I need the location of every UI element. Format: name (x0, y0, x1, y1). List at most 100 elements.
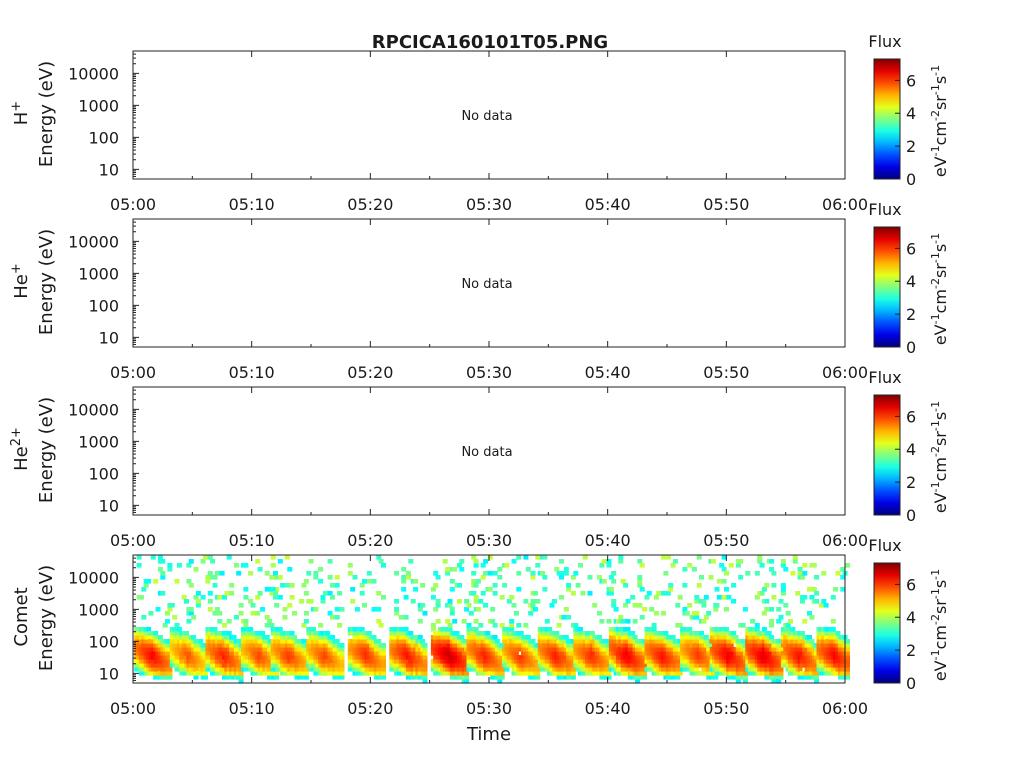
flux-cell (721, 651, 727, 656)
flux-cell (523, 623, 529, 628)
burst-8 (389, 559, 428, 684)
flux-cell (637, 579, 643, 584)
flux-cell (160, 575, 166, 580)
flux-cell (155, 667, 161, 672)
colorbar-scale (873, 226, 901, 348)
flux-cell (480, 671, 486, 676)
flux-cell (807, 635, 812, 640)
flux-cell (487, 571, 493, 576)
flux-cell (677, 623, 683, 628)
flux-cell (447, 599, 453, 604)
flux-cell (837, 675, 843, 680)
x-tick-label: 05:40 (585, 699, 631, 718)
flux-cell (188, 583, 194, 588)
flux-cell (840, 587, 846, 592)
flux-cell (618, 615, 624, 620)
flux-cell (835, 571, 841, 576)
flux-cell (233, 615, 239, 620)
y-tick-label: 1000 (78, 600, 119, 619)
flux-cell (403, 615, 409, 620)
flux-cell (642, 675, 648, 680)
flux-cell (403, 659, 409, 664)
flux-cell (587, 591, 593, 596)
flux-cell (532, 659, 538, 664)
flux-cell (797, 651, 803, 656)
flux-cell (417, 663, 423, 668)
x-tick-label: 05:20 (347, 363, 393, 382)
flux-cell (606, 559, 612, 564)
flux-cell (181, 667, 187, 672)
flux-cell (790, 571, 796, 576)
flux-cell (563, 635, 569, 640)
flux-cell (694, 663, 700, 668)
species-label: He+ (9, 263, 32, 299)
flux-cell (570, 667, 576, 672)
flux-cell (184, 631, 189, 636)
flux-cell (733, 635, 739, 640)
flux-cell (668, 587, 674, 592)
flux-cell (257, 591, 263, 596)
x-tick-label: 05:40 (585, 195, 631, 214)
burst-5 (270, 555, 309, 680)
flux-cell (422, 655, 428, 660)
flux-cell (608, 591, 614, 596)
flux-cell (713, 675, 719, 680)
flux-cell (420, 583, 426, 588)
colorbar-tick-label: 6 (906, 575, 916, 594)
flux-cell (150, 555, 156, 560)
flux-cell (136, 643, 142, 648)
flux-cell (260, 607, 265, 612)
flux-cell (724, 631, 729, 636)
no-data-label: No data (461, 277, 512, 292)
colorbar-tick-label: 0 (906, 338, 916, 357)
flux-cell (811, 563, 817, 568)
flux-cell (802, 619, 808, 624)
flux-cell (339, 663, 345, 668)
flux-cell (318, 579, 324, 584)
flux-cell (250, 603, 256, 608)
flux-cell (778, 599, 784, 604)
flux-cell (728, 643, 734, 648)
flux-cell (311, 663, 316, 668)
flux-cell (301, 623, 307, 628)
flux-cell (499, 675, 505, 680)
flux-cell (703, 635, 709, 640)
flux-cell (632, 619, 638, 624)
flux-cell (845, 667, 850, 672)
flux-cell (713, 607, 719, 612)
flux-cell (754, 595, 760, 600)
unit-symbol: eV (931, 492, 950, 513)
flux-cell (435, 619, 441, 624)
unit-exponent: -1 (929, 84, 942, 95)
flux-cell (761, 611, 767, 616)
flux-cell (255, 595, 261, 600)
flux-cell (330, 583, 335, 588)
flux-cell (381, 675, 386, 680)
flux-cell (376, 667, 382, 672)
flux-cell (809, 639, 815, 644)
flux-cell (452, 619, 458, 624)
flux-cell (724, 587, 729, 592)
flux-cell (706, 611, 712, 616)
x-tick-label: 05:50 (703, 699, 749, 718)
flux-cell (193, 675, 199, 680)
flux-cell (415, 651, 421, 656)
flux-cell (561, 615, 567, 620)
flux-cell (167, 667, 173, 672)
flux-cell (174, 623, 180, 628)
flux-cell (499, 643, 505, 648)
flux-cell (433, 607, 439, 612)
flux-cell (566, 639, 572, 644)
burst-1 (134, 555, 173, 680)
burst-3 (205, 555, 244, 684)
flux-cell (339, 671, 345, 676)
flux-cell (575, 583, 581, 588)
flux-cell (320, 599, 326, 604)
flux-cell (642, 671, 648, 676)
unit-exponent: -1 (929, 313, 942, 324)
flux-cell (535, 599, 541, 604)
colorbar-tick-label: 6 (906, 71, 916, 90)
flux-cell (464, 607, 470, 612)
unit-exponent: -1 (929, 65, 942, 76)
flux-cell (639, 615, 645, 620)
